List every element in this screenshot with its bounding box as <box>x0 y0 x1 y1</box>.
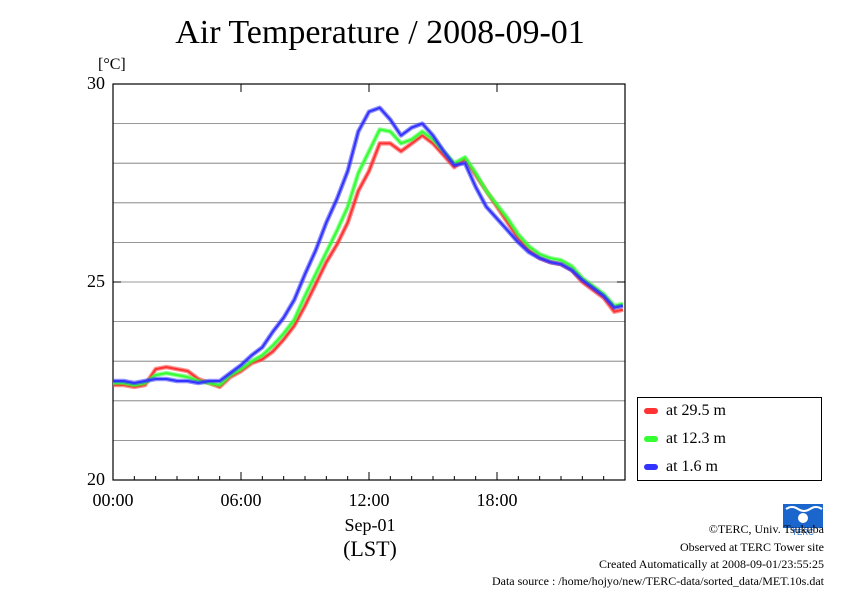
footer-created: Created Automatically at 2008-09-01/23:5… <box>599 557 824 571</box>
legend-swatch-12-3m <box>644 436 658 442</box>
legend-swatch-29-5m <box>644 408 658 414</box>
x-tick-label: 00:00 <box>92 490 134 510</box>
legend-item-12-3m: at 12.3 m <box>644 430 726 448</box>
legend: at 29.5 m at 12.3 m at 1.6 m <box>637 397 822 481</box>
x-axis-date-label: Sep-01 <box>344 515 396 535</box>
legend-label-12-3m: at 12.3 m <box>666 430 726 447</box>
footer-source: Data source : /home/hojyo/new/TERC-data/… <box>491 574 824 588</box>
logo-text: TERC <box>792 528 814 537</box>
y-axis-unit: [°C] <box>98 56 126 73</box>
legend-item-1-6m: at 1.6 m <box>644 458 718 476</box>
y-tick-label: 25 <box>87 271 105 291</box>
legend-label-1-6m: at 1.6 m <box>666 458 718 475</box>
footer-copyright: ©TERC, Univ. Tsukuba <box>708 522 824 536</box>
y-tick-label: 30 <box>87 73 105 93</box>
x-tick-label: 12:00 <box>348 490 390 510</box>
chart-title: Air Temperature / 2008-09-01 <box>175 14 585 51</box>
x-tick-label: 18:00 <box>476 490 518 510</box>
legend-item-29-5m: at 29.5 m <box>644 402 726 420</box>
footer-site: Observed at TERC Tower site <box>679 540 824 554</box>
series-line-2 <box>113 106 624 384</box>
legend-label-29-5m: at 29.5 m <box>666 402 726 419</box>
x-tick-label: 06:00 <box>220 490 262 510</box>
y-tick-label: 20 <box>87 469 105 489</box>
terc-logo-icon: TERC <box>783 504 823 537</box>
legend-swatch-1-6m <box>644 464 658 470</box>
x-axis-timezone-label: (LST) <box>343 536 397 561</box>
